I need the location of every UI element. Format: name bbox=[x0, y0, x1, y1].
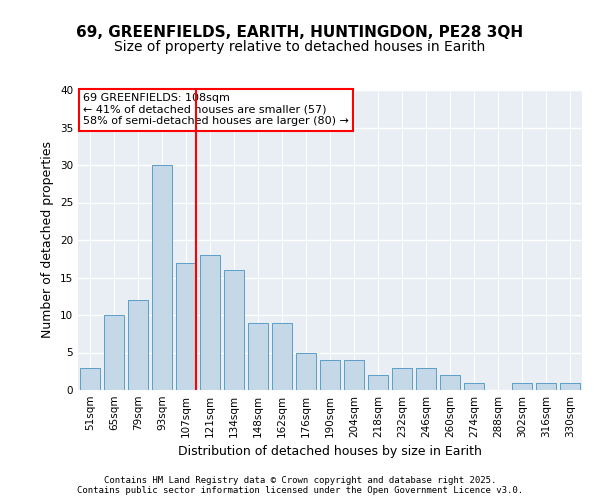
Bar bbox=[104, 315, 124, 390]
Text: 69, GREENFIELDS, EARITH, HUNTINGDON, PE28 3QH: 69, GREENFIELDS, EARITH, HUNTINGDON, PE2… bbox=[76, 25, 524, 40]
Bar bbox=[536, 382, 556, 390]
Text: Size of property relative to detached houses in Earith: Size of property relative to detached ho… bbox=[115, 40, 485, 54]
Bar bbox=[200, 255, 220, 390]
Bar bbox=[368, 375, 388, 390]
Bar bbox=[224, 270, 244, 390]
Bar bbox=[296, 352, 316, 390]
Bar bbox=[560, 382, 580, 390]
Bar bbox=[320, 360, 340, 390]
Bar bbox=[440, 375, 460, 390]
Bar bbox=[152, 165, 172, 390]
Y-axis label: Number of detached properties: Number of detached properties bbox=[41, 142, 55, 338]
Bar bbox=[464, 382, 484, 390]
X-axis label: Distribution of detached houses by size in Earith: Distribution of detached houses by size … bbox=[178, 446, 482, 458]
Bar bbox=[176, 262, 196, 390]
Text: 69 GREENFIELDS: 108sqm
← 41% of detached houses are smaller (57)
58% of semi-det: 69 GREENFIELDS: 108sqm ← 41% of detached… bbox=[83, 93, 349, 126]
Bar bbox=[272, 322, 292, 390]
Bar bbox=[344, 360, 364, 390]
Bar bbox=[512, 382, 532, 390]
Bar bbox=[80, 368, 100, 390]
Bar bbox=[128, 300, 148, 390]
Text: Contains HM Land Registry data © Crown copyright and database right 2025.
Contai: Contains HM Land Registry data © Crown c… bbox=[77, 476, 523, 495]
Bar bbox=[248, 322, 268, 390]
Bar bbox=[392, 368, 412, 390]
Bar bbox=[416, 368, 436, 390]
